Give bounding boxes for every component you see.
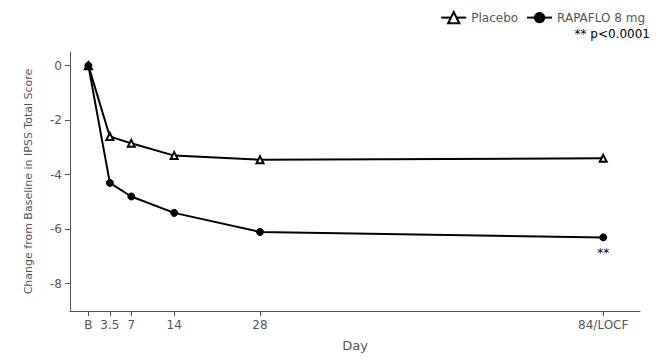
svg-text:Placebo: Placebo [471,11,518,25]
svg-text:-6: -6 [50,222,62,236]
svg-text:**: ** [597,246,609,260]
svg-text:-4: -4 [50,168,62,182]
svg-text:Change from Baseline in IPSS T: Change from Baseline in IPSS Total Score [22,68,35,294]
svg-text:0: 0 [54,59,62,73]
svg-text:14: 14 [167,318,182,332]
svg-text:Day: Day [342,338,368,353]
svg-text:-8: -8 [50,277,62,291]
svg-text:7: 7 [127,318,135,332]
svg-text:28: 28 [252,318,267,332]
svg-text:84/LOCF: 84/LOCF [578,318,628,332]
svg-text:** p<0.0001: ** p<0.0001 [575,27,650,41]
svg-text:3.5: 3.5 [100,318,119,332]
svg-text:B: B [84,318,92,332]
svg-text:RAPAFLO 8 mg: RAPAFLO 8 mg [557,11,645,25]
svg-text:-2: -2 [50,113,62,127]
